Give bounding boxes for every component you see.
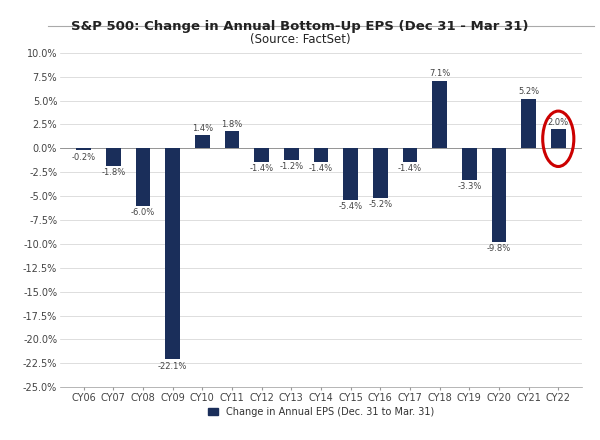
Text: -6.0%: -6.0% [131, 208, 155, 217]
Bar [343, 148, 358, 200]
Bar [284, 148, 299, 160]
Bar [106, 148, 121, 165]
Text: -9.8%: -9.8% [487, 244, 511, 253]
Bar [521, 99, 536, 148]
Text: -0.2%: -0.2% [71, 153, 96, 161]
Bar [373, 148, 388, 198]
Bar [165, 148, 180, 359]
Bar [432, 81, 447, 148]
Text: 7.1%: 7.1% [429, 69, 450, 78]
Text: -1.2%: -1.2% [279, 162, 304, 171]
Text: 2.0%: 2.0% [548, 118, 569, 127]
Text: -22.1%: -22.1% [158, 362, 187, 371]
Text: -1.8%: -1.8% [101, 168, 125, 177]
Text: 5.2%: 5.2% [518, 87, 539, 96]
Text: -1.4%: -1.4% [309, 164, 333, 173]
Text: -3.3%: -3.3% [457, 182, 481, 191]
Text: 1.8%: 1.8% [221, 120, 242, 129]
Text: S&P 500: Change in Annual Bottom-Up EPS (Dec 31 - Mar 31): S&P 500: Change in Annual Bottom-Up EPS … [71, 20, 529, 33]
Bar [136, 148, 151, 205]
Text: -1.4%: -1.4% [398, 164, 422, 173]
Bar [195, 135, 210, 148]
Bar [491, 148, 506, 242]
Bar [314, 148, 328, 162]
Text: -5.2%: -5.2% [368, 200, 392, 209]
Text: -5.4%: -5.4% [338, 202, 363, 211]
Text: 1.4%: 1.4% [192, 124, 213, 132]
Text: (Source: FactSet): (Source: FactSet) [250, 33, 350, 46]
Bar [403, 148, 418, 162]
Text: -1.4%: -1.4% [250, 164, 274, 173]
Bar [224, 131, 239, 148]
Legend: Change in Annual EPS (Dec. 31 to Mar. 31): Change in Annual EPS (Dec. 31 to Mar. 31… [204, 403, 438, 421]
Bar [254, 148, 269, 162]
Bar [76, 148, 91, 150]
Bar [551, 129, 566, 148]
Bar [462, 148, 477, 180]
